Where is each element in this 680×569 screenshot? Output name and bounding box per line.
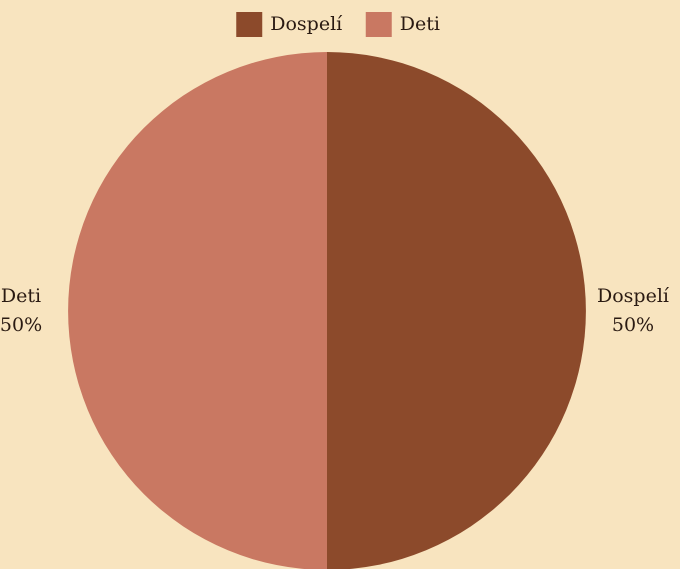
legend-swatch: [236, 12, 263, 37]
pie-slice: [68, 52, 327, 569]
slice-value-label: 50%: [0, 314, 42, 336]
legend-label: Deti: [400, 13, 440, 35]
legend-label: Dospelí: [270, 13, 343, 35]
slice-label: Dospelí: [597, 285, 670, 307]
pie-slice: [327, 52, 586, 569]
slice-value-label: 50%: [612, 314, 654, 336]
slice-label: Deti: [1, 285, 41, 307]
legend-swatch: [365, 12, 392, 37]
